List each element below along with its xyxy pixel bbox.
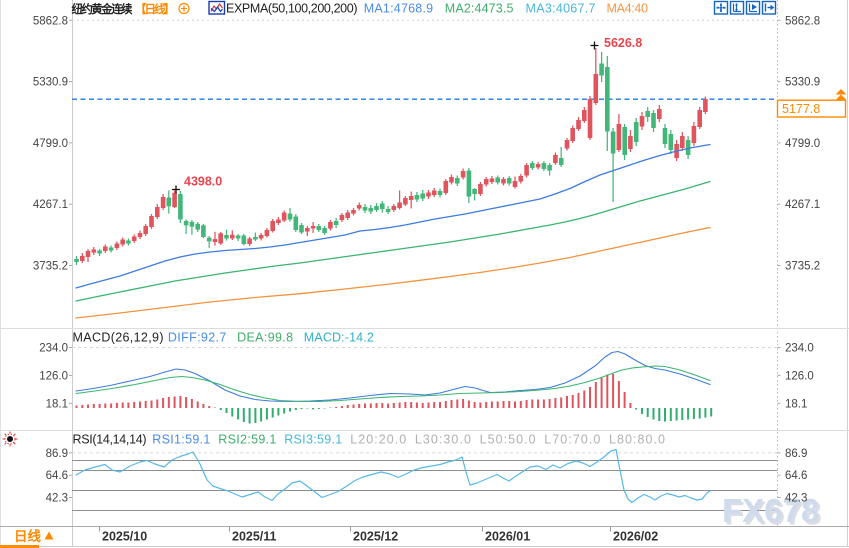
svg-text:MA2:4473.5: MA2:4473.5 [445,2,514,16]
svg-text:42.3: 42.3 [785,493,807,505]
svg-text:5330.9: 5330.9 [785,77,820,89]
svg-text:64.6: 64.6 [46,470,68,482]
svg-text:L20:20.0: L20:20.0 [350,433,406,447]
svg-text:4799.0: 4799.0 [785,138,820,150]
svg-text:DIFF:92.7: DIFF:92.7 [168,331,226,345]
svg-text:MACD(26,12,9): MACD(26,12,9) [73,331,164,345]
svg-text:126.0: 126.0 [785,370,814,382]
svg-text:RSI1:59.1: RSI1:59.1 [152,433,210,447]
svg-text:EXPMA(50,100,200,200): EXPMA(50,100,200,200) [226,2,358,16]
svg-text:4799.0: 4799.0 [33,138,68,150]
svg-text:2026/02: 2026/02 [613,530,658,544]
svg-text:4267.1: 4267.1 [33,199,68,211]
svg-text:64.6: 64.6 [785,470,807,482]
svg-text:42.3: 42.3 [46,493,68,505]
svg-text:FX678: FX678 [722,492,819,529]
svg-text:日线: 日线 [14,528,41,544]
svg-text:MA4:40: MA4:40 [607,2,649,16]
svg-text:DEA:99.8: DEA:99.8 [237,331,293,345]
svg-text:5177.8: 5177.8 [782,102,820,116]
svg-text:L80:80.0: L80:80.0 [609,433,665,447]
svg-text:RSI(14,14,14): RSI(14,14,14) [73,433,147,447]
svg-text:5862.8: 5862.8 [33,15,68,27]
svg-text:2025/10: 2025/10 [102,530,147,544]
svg-text:5626.8: 5626.8 [604,36,642,50]
svg-text:3735.2: 3735.2 [785,261,820,273]
svg-text:2025/12: 2025/12 [353,530,398,544]
svg-text:86.9: 86.9 [46,448,68,460]
svg-text:4267.1: 4267.1 [785,199,820,211]
svg-text:MA1:4768.9: MA1:4768.9 [364,2,433,16]
svg-text:5330.9: 5330.9 [33,77,68,89]
svg-text:2026/01: 2026/01 [485,530,530,544]
svg-text:4398.0: 4398.0 [184,175,222,189]
svg-text:126.0: 126.0 [39,370,68,382]
svg-text:86.9: 86.9 [785,448,807,460]
svg-text:3735.2: 3735.2 [33,261,68,273]
svg-text:RSI2:59.1: RSI2:59.1 [218,433,276,447]
svg-text:MA3:4067.7: MA3:4067.7 [526,2,596,16]
svg-text:L70:70.0: L70:70.0 [544,433,600,447]
svg-text:FX678: FX678 [725,495,822,532]
svg-text:纽约黄金连续: 纽约黄金连续 [72,2,134,16]
svg-text:【日线】: 【日线】 [135,2,175,16]
svg-text:MACD:-14.2: MACD:-14.2 [304,331,374,345]
svg-text:2025/11: 2025/11 [232,530,277,544]
svg-text:L30:30.0: L30:30.0 [415,433,471,447]
svg-text:RSI3:59.1: RSI3:59.1 [284,433,342,447]
svg-text:18.1: 18.1 [785,398,807,410]
svg-text:18.1: 18.1 [46,398,68,410]
svg-text:L50:50.0: L50:50.0 [480,433,536,447]
svg-text:234.0: 234.0 [39,343,68,355]
svg-text:5862.8: 5862.8 [785,15,820,27]
svg-text:234.0: 234.0 [785,343,814,355]
